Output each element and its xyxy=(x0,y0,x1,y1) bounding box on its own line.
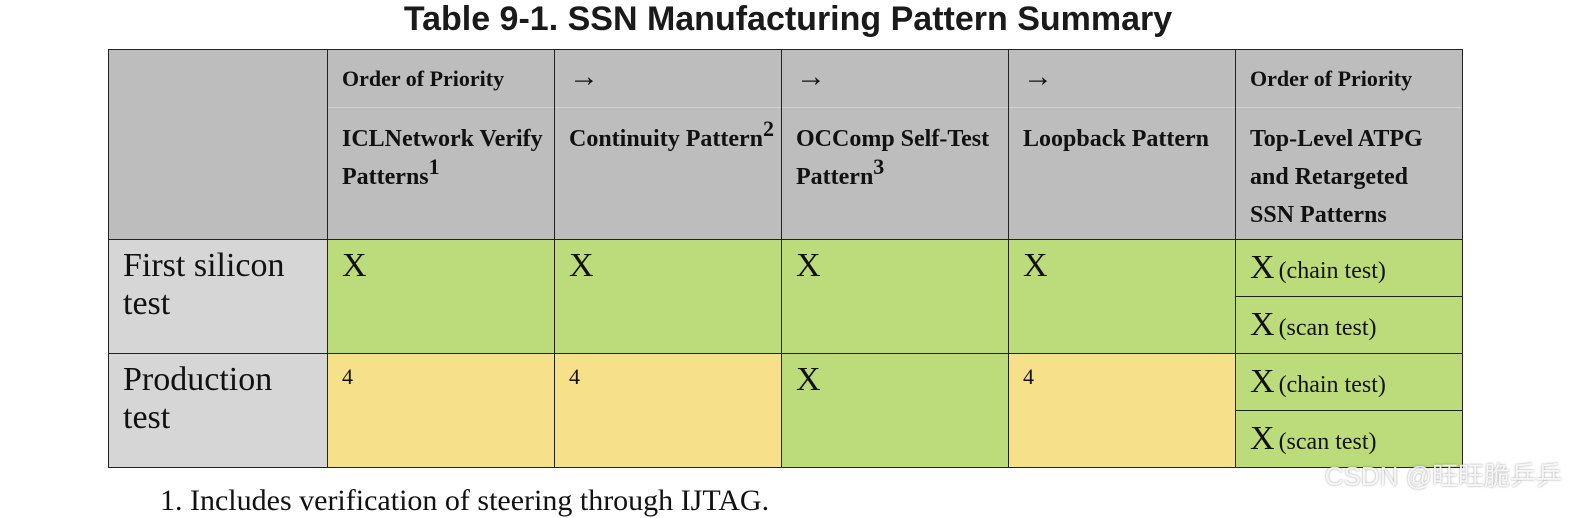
table-cell-split: X (chain test) X (scan test) xyxy=(1235,353,1463,468)
header-pattern-name: OCComp Self-Test Pattern3 xyxy=(796,126,990,190)
scan-test-entry: X (scan test) xyxy=(1250,306,1377,343)
row-label-cell: Production test xyxy=(108,353,328,468)
table-title: Table 9-1. SSN Manufacturing Pattern Sum… xyxy=(403,0,1173,38)
header-cell-continuity: → Continuity Pattern2 xyxy=(554,49,782,240)
table-cell: X xyxy=(781,353,1009,468)
header-pattern-name: ICLNetwork Verify Patterns1 xyxy=(342,126,543,190)
header-cell-occomp: → OCComp Self-Test Pattern3 xyxy=(781,49,1009,240)
header-cell-iclnetwork: Order of Priority ICLNetwork Verify Patt… xyxy=(327,49,555,240)
table-cell-split: X (chain test) X (scan test) xyxy=(1235,239,1463,354)
header-cell-atpg: Order of Priority Top-Level ATPG and Ret… xyxy=(1235,49,1463,240)
header-pattern-name: Top-Level ATPG and Retargeted SSN Patter… xyxy=(1250,126,1423,228)
table-header-row: Order of Priority ICLNetwork Verify Patt… xyxy=(108,49,1463,240)
chain-test-entry: X (chain test) xyxy=(1236,355,1462,411)
table-cell: 4 xyxy=(327,353,555,468)
table-cell: X xyxy=(554,239,782,354)
watermark: CSDN @旺旺脆乒乒 xyxy=(1324,461,1562,491)
row-label: Production test xyxy=(123,361,273,436)
scan-test-entry: X (scan test) xyxy=(1250,420,1377,457)
arrow-right-icon: → xyxy=(1023,60,1053,93)
arrow-right-icon: → xyxy=(569,60,599,93)
footnote-ref: 3 xyxy=(873,154,885,179)
pattern-summary-table: Order of Priority ICLNetwork Verify Patt… xyxy=(108,49,1463,468)
table-cell: X xyxy=(327,239,555,354)
header-corner-cell xyxy=(108,49,328,240)
footnote-text: 1. Includes verification of steering thr… xyxy=(160,484,770,517)
table-cell: X xyxy=(781,239,1009,354)
arrow-right-icon: → xyxy=(796,60,826,93)
header-pattern-name: Loopback Pattern xyxy=(1023,126,1209,152)
header-cell-loopback: → Loopback Pattern xyxy=(1008,49,1236,240)
footnote-ref: 1 xyxy=(428,154,440,179)
table-row-production: Production test 4 4 X 4 X (chain test) X… xyxy=(108,353,1463,468)
table-row-first-silicon: First silicon test X X X X X (chain test… xyxy=(108,239,1463,354)
header-priority-label: Order of Priority xyxy=(328,51,554,108)
table-cell: X xyxy=(1008,239,1236,354)
footnote-ref: 2 xyxy=(763,116,774,141)
row-label-cell: First silicon test xyxy=(108,239,328,354)
table-cell: 4 xyxy=(554,353,782,468)
header-priority-label: Order of Priority xyxy=(1236,51,1462,108)
row-label: First silicon test xyxy=(123,247,285,322)
chain-test-entry: X (chain test) xyxy=(1236,241,1462,297)
header-pattern-name: Continuity Pattern2 xyxy=(569,116,774,153)
table-cell: 4 xyxy=(1008,353,1236,468)
